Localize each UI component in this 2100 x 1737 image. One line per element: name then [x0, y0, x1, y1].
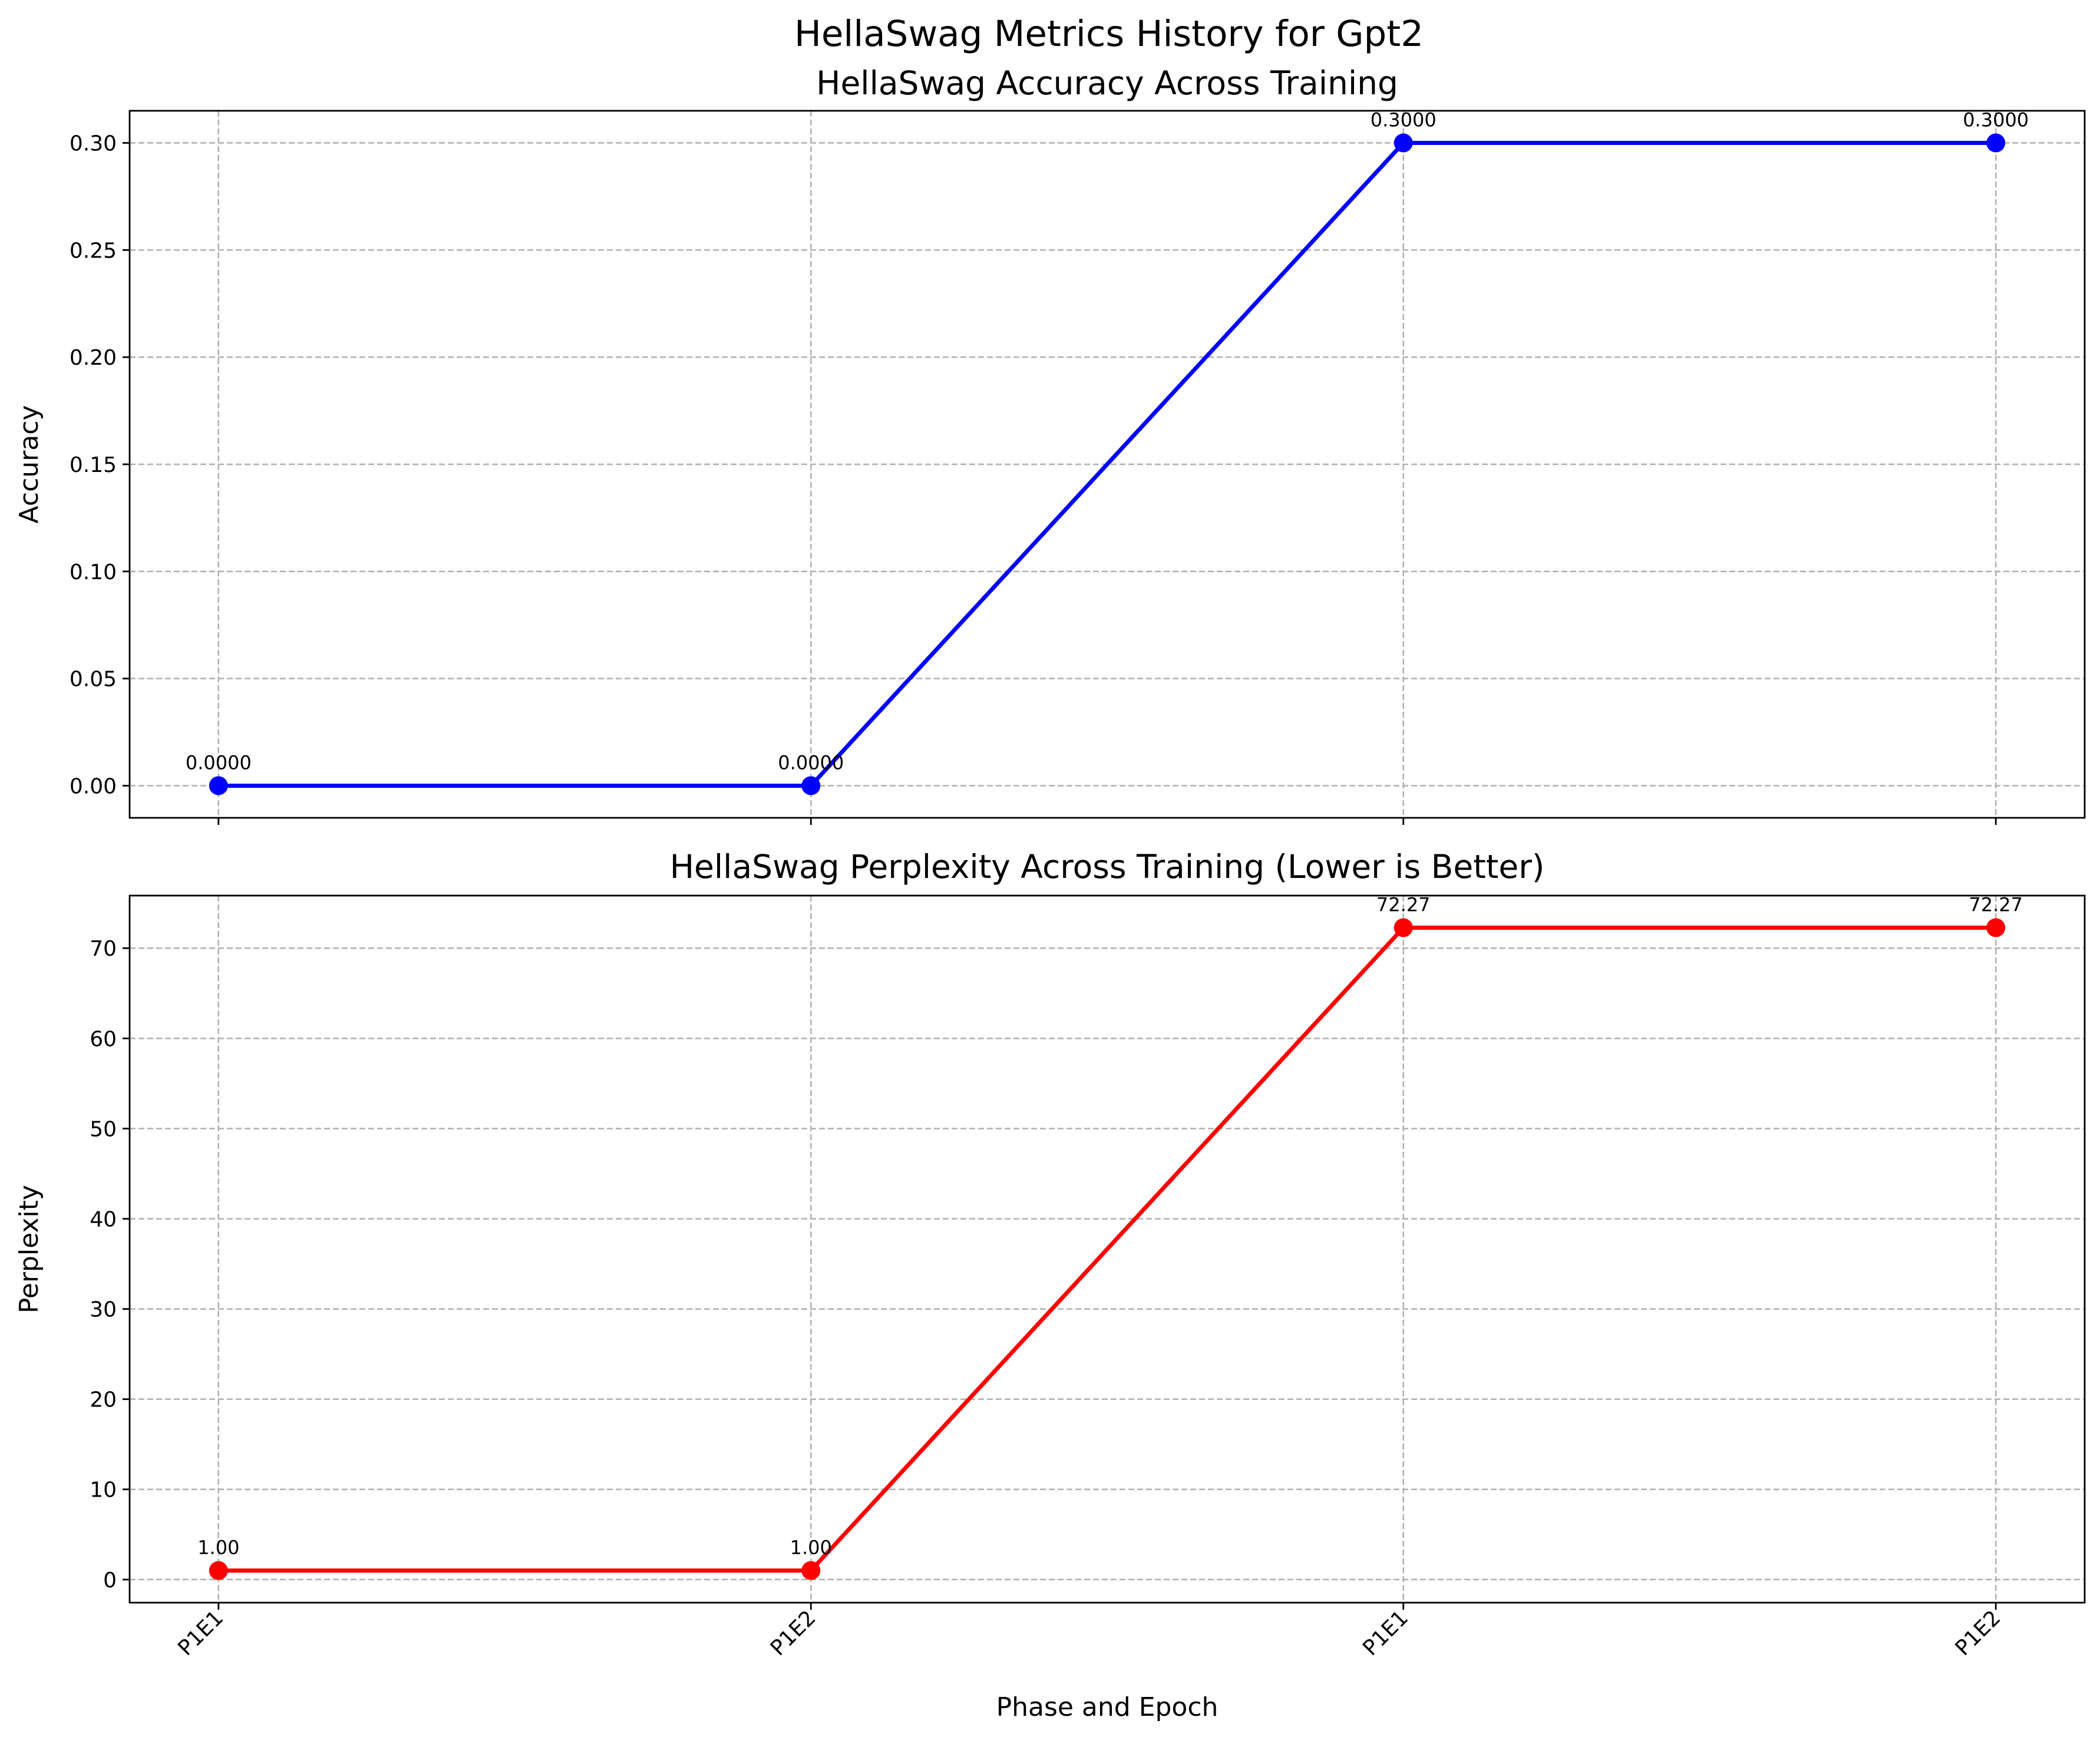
- y-tick-label: 30: [90, 1298, 117, 1322]
- data-point-marker: [801, 1561, 821, 1580]
- data-label: 1.00: [790, 1537, 832, 1559]
- data-label: 0.3000: [1371, 109, 1437, 131]
- data-point-marker: [1394, 918, 1413, 937]
- x-tick-label: P1E2: [766, 1606, 821, 1660]
- data-point-marker: [209, 776, 228, 795]
- data-point-marker: [1986, 918, 2006, 937]
- x-tick-label: P1E2: [1951, 1606, 2006, 1660]
- x-tick-label: P1E1: [173, 1606, 228, 1660]
- y-tick-label: 40: [90, 1207, 117, 1231]
- figure-title: HellaSwag Metrics History for Gpt2: [794, 13, 1424, 55]
- data-point-marker: [801, 776, 821, 795]
- y-tick-label: 0.20: [70, 346, 117, 370]
- series-line: [218, 141, 1996, 788]
- data-point-marker: [1394, 133, 1413, 153]
- data-point-marker: [209, 1561, 228, 1580]
- y-tick-label: 50: [90, 1117, 117, 1141]
- plot-frame: [128, 110, 2086, 819]
- y-tick-label: 0.10: [70, 560, 117, 584]
- data-point-marker: [1986, 133, 2006, 153]
- chart-panel-1: 0.00 0.05 0.10 0.15 0.20 0.25 0.30 0.0000 0.0000…: [14, 64, 2086, 825]
- x-axis-label: Phase and Epoch: [996, 1692, 1219, 1722]
- data-label: 0.0000: [778, 751, 844, 774]
- y-tick-label: 70: [90, 937, 117, 961]
- chart-panel-2: 0 10 20 30 40 50 60 70 P1E1 P1E2 P1E1 P1E2 1.00 1.00 7…: [14, 848, 2086, 1722]
- y-tick-label: 0.25: [70, 239, 117, 263]
- y-tick-label: 0.00: [70, 774, 117, 798]
- y-axis-label: Accuracy: [14, 405, 44, 524]
- y-tick-label: 0.15: [70, 453, 117, 477]
- y-tick-label: 0: [103, 1568, 117, 1593]
- y-tick-label: 0.05: [70, 668, 117, 692]
- axes-title: HellaSwag Accuracy Across Training: [816, 64, 1398, 102]
- data-label: 72.27: [1969, 893, 2023, 916]
- plot-frame: [128, 894, 2086, 1604]
- y-tick-label: 0.30: [70, 132, 117, 156]
- y-tick-label: 20: [90, 1388, 117, 1412]
- data-label: 1.00: [197, 1537, 239, 1559]
- data-label: 0.0000: [186, 751, 252, 774]
- axes-title: HellaSwag Perplexity Across Training (Lo…: [670, 848, 1545, 886]
- series-line: [218, 925, 1996, 1573]
- data-label: 72.27: [1376, 893, 1431, 916]
- y-tick-label: 10: [90, 1478, 117, 1502]
- y-axis-label: Perplexity: [14, 1185, 44, 1313]
- y-tick-label: 60: [90, 1027, 117, 1051]
- x-tick-label: P1E1: [1358, 1606, 1413, 1660]
- data-label: 0.3000: [1963, 109, 2029, 131]
